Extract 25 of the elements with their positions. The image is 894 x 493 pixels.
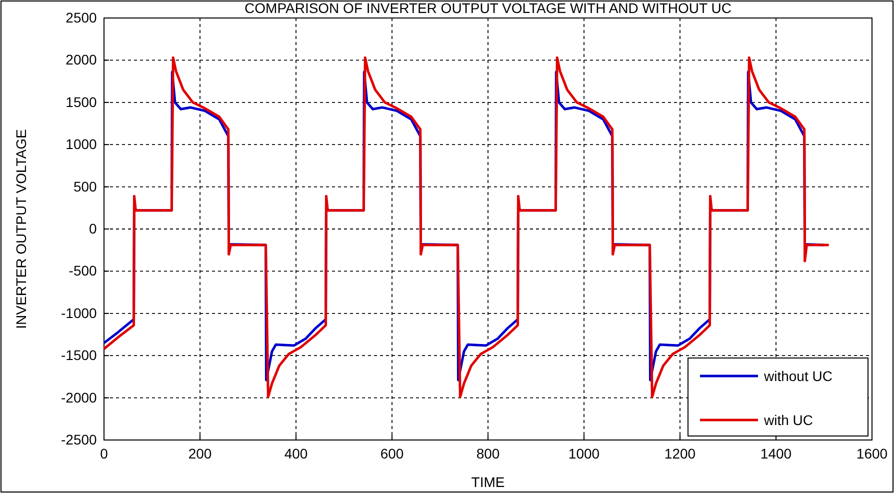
x-tick-label: 400 xyxy=(284,445,308,462)
x-tick-label: 1600 xyxy=(856,445,888,462)
y-tick-label: 0 xyxy=(89,220,98,236)
y-tick-label: 1000 xyxy=(66,136,97,152)
legend-label: without UC xyxy=(763,368,832,384)
x-tick-label: 1000 xyxy=(568,445,600,462)
x-tick-label: 1200 xyxy=(664,445,696,462)
x-tick-label: 600 xyxy=(380,445,404,462)
y-tick-label: 2500 xyxy=(66,9,97,26)
y-axis-title: INVERTER OUTPUT VOLTAGE xyxy=(13,129,29,329)
x-tick-label: 0 xyxy=(100,445,108,462)
y-tick-label: 2000 xyxy=(66,52,97,68)
y-tick-label: -2500 xyxy=(60,431,98,448)
y-tick-label: 1500 xyxy=(66,94,97,110)
x-tick-label: 800 xyxy=(476,445,500,462)
legend-label: with UC xyxy=(763,412,814,428)
x-tick-label: 1400 xyxy=(760,445,792,462)
y-tick-label: 500 xyxy=(73,178,98,194)
y-tick-label: -1000 xyxy=(60,304,98,321)
y-tick-label: -1500 xyxy=(60,347,98,364)
x-tick-label: 200 xyxy=(188,445,212,462)
y-tick-label: -500 xyxy=(68,262,98,279)
x-axis-title: TIME xyxy=(471,474,505,490)
y-tick-label: -2000 xyxy=(60,389,98,406)
chart-title: COMPARISON OF INVERTER OUTPUT VOLTAGE WITH AND WITHOUT UC xyxy=(244,0,732,16)
